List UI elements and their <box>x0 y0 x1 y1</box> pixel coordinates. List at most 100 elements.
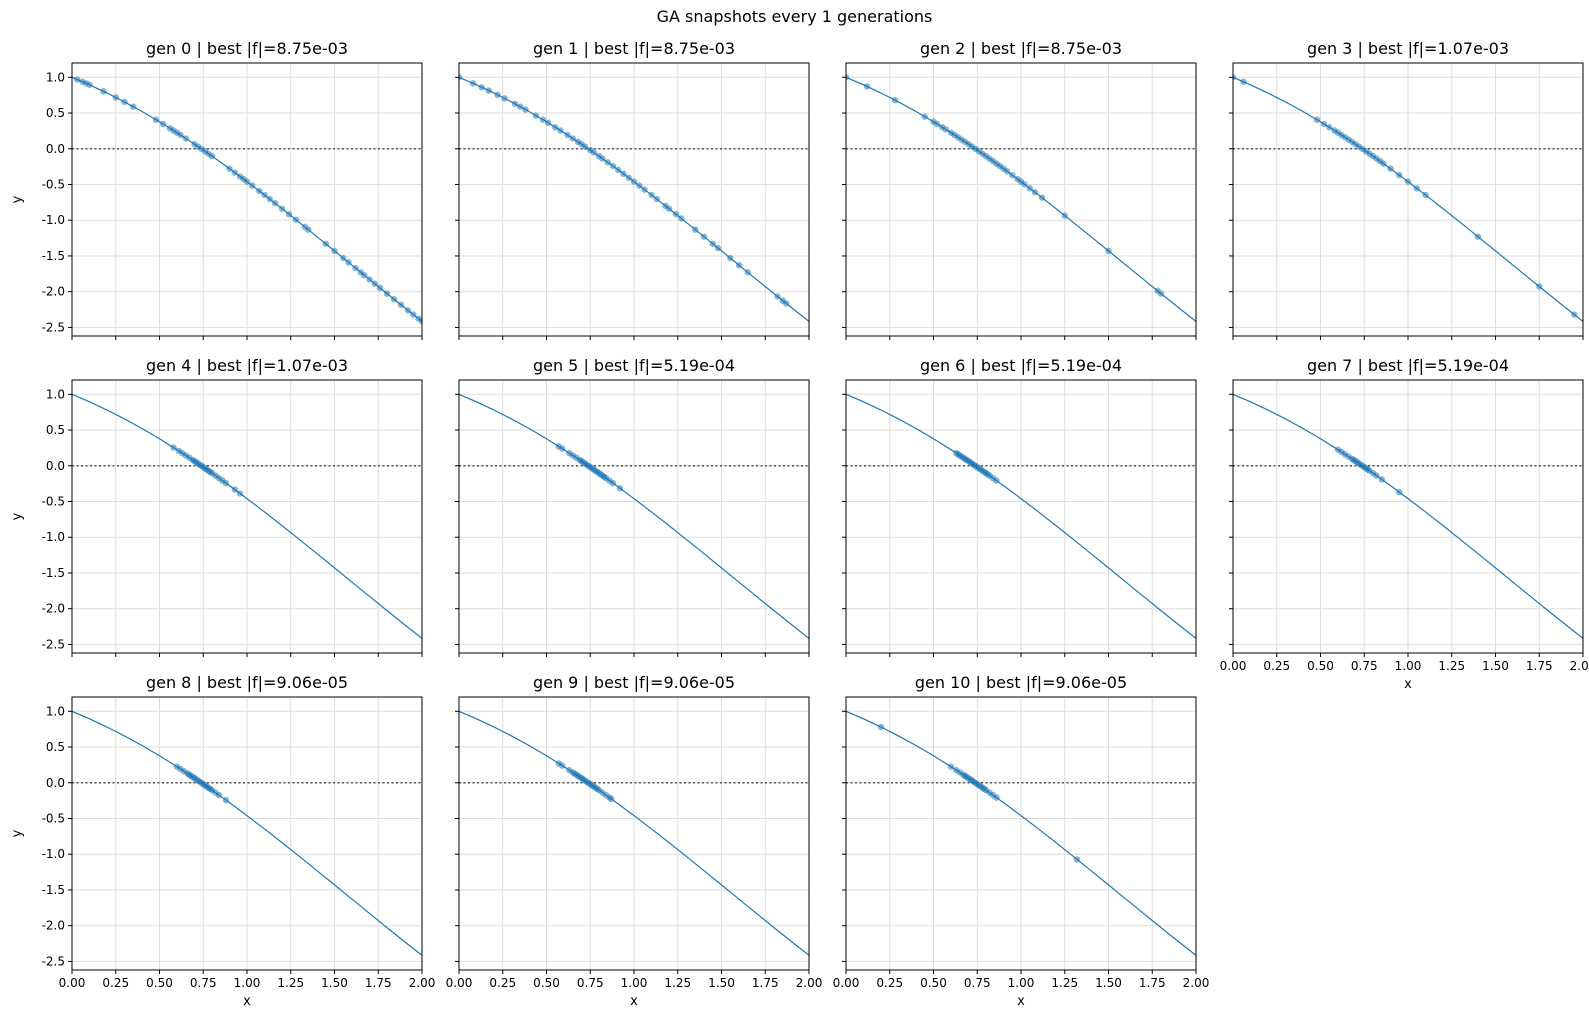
population-point <box>709 240 716 247</box>
population-point <box>469 80 477 87</box>
subplot-gen-0: gen 0 | best |f|=8.75e-03 -2.5 -2.0 -1.5 -1.… <box>10 39 423 340</box>
x-tick-label: 0.25 <box>876 976 903 990</box>
population-point <box>215 791 223 799</box>
x-tick-label: 0.00 <box>833 976 860 990</box>
population-point <box>231 169 238 176</box>
population-point <box>1021 181 1028 188</box>
y-tick-label: -1.0 <box>42 530 65 544</box>
population-point <box>559 762 566 769</box>
population-point <box>947 763 955 770</box>
population-point <box>226 165 233 172</box>
population-point <box>1031 189 1039 196</box>
population-point <box>340 254 347 262</box>
subplot-gen-7: gen 7 | best |f|=5.19e-04 0.00 0.25 0.50 0.7… <box>1220 356 1589 692</box>
population-point <box>1061 212 1068 219</box>
population-point <box>1233 74 1237 81</box>
y-tick-label: 0.0 <box>46 776 65 790</box>
subplot-gen-5: gen 5 | best |f|=5.19e-04 <box>455 356 810 657</box>
population-point <box>581 143 589 150</box>
y-tick-label: 0.0 <box>46 142 65 156</box>
population-point <box>774 293 781 300</box>
function-curve <box>72 393 422 639</box>
subplot-title: gen 4 | best |f|=1.07e-03 <box>146 356 348 375</box>
population-point <box>159 120 167 128</box>
population-point <box>877 723 885 731</box>
x-tick-label: 0.50 <box>533 976 560 990</box>
population-point <box>152 116 160 123</box>
y-tick-label: -2.5 <box>42 637 65 651</box>
population-point <box>942 126 949 133</box>
population-point <box>653 195 660 203</box>
x-tick-label: 1.00 <box>1008 976 1035 990</box>
y-tick-label: -1.5 <box>42 566 65 580</box>
population-point <box>371 280 378 287</box>
x-tick-label: 0.00 <box>59 976 86 990</box>
y-tick-label: -0.5 <box>42 811 65 825</box>
x-tick-label: 0.50 <box>146 976 173 990</box>
x-tick-label: 1.75 <box>1526 659 1553 673</box>
population-point <box>222 796 230 804</box>
y-axis-label: y <box>10 195 25 203</box>
subplot-gen-9: gen 9 | best |f|=9.06e-05 0.00 0.25 0.50 0.7… <box>446 673 823 1009</box>
x-tick-label: 1.25 <box>664 976 691 990</box>
y-tick-label: -2.0 <box>42 602 65 616</box>
population-point <box>552 124 559 131</box>
population-point <box>322 240 329 247</box>
population-point <box>266 195 273 203</box>
y-tick-label: -0.5 <box>42 494 65 508</box>
x-tick-label: 0.25 <box>102 976 129 990</box>
population-point <box>478 84 485 91</box>
x-tick-label: 1.50 <box>1482 659 1509 673</box>
y-tick-label: -2.0 <box>42 919 65 933</box>
population-point <box>625 174 632 181</box>
population-point <box>485 87 492 94</box>
population-point <box>1373 472 1380 479</box>
x-tick-label: 0.75 <box>190 976 217 990</box>
function-curve <box>459 710 809 956</box>
population-point <box>494 91 501 99</box>
x-axis-label: x <box>630 994 638 1009</box>
y-tick-label: 1.0 <box>46 704 65 718</box>
x-tick-label: 1.00 <box>1395 659 1422 673</box>
population-point <box>1396 171 1403 179</box>
population-point <box>1313 116 1321 123</box>
x-tick-label: 0.50 <box>920 976 947 990</box>
population-point <box>1157 290 1165 297</box>
population-point <box>665 205 673 212</box>
population-point <box>366 276 373 283</box>
population-point <box>249 182 256 189</box>
population-point <box>636 182 643 189</box>
function-curve <box>1233 393 1583 639</box>
x-tick-label: 0.50 <box>1307 659 1334 673</box>
population-point <box>390 296 398 303</box>
population-point <box>569 135 576 142</box>
population-point <box>1474 233 1482 240</box>
population-point <box>285 211 293 218</box>
population-point <box>397 301 405 309</box>
subplot-title: gen 6 | best |f|=5.19e-04 <box>920 356 1122 375</box>
population-point <box>599 155 606 162</box>
y-tick-label: -2.0 <box>42 285 65 299</box>
population-point <box>921 113 928 120</box>
population-point <box>74 76 81 83</box>
population-point <box>609 479 617 487</box>
population-point <box>278 205 286 212</box>
population-point <box>305 226 312 233</box>
population-point <box>783 300 790 307</box>
x-tick-label: 1.50 <box>708 976 735 990</box>
population-point <box>532 112 540 119</box>
x-tick-label: 1.25 <box>277 976 304 990</box>
subplot-gen-1: gen 1 | best |f|=8.75e-03 <box>455 39 810 340</box>
function-curve <box>72 710 422 956</box>
x-tick-label: 1.50 <box>321 976 348 990</box>
population-point <box>616 485 624 492</box>
y-tick-label: 1.0 <box>46 70 65 84</box>
population-point <box>1326 124 1333 131</box>
x-axis-label: x <box>243 994 251 1009</box>
population-point <box>130 103 137 110</box>
population-point <box>1387 165 1394 172</box>
population-point <box>863 83 871 90</box>
population-point <box>608 795 615 803</box>
population-point <box>993 794 1000 801</box>
